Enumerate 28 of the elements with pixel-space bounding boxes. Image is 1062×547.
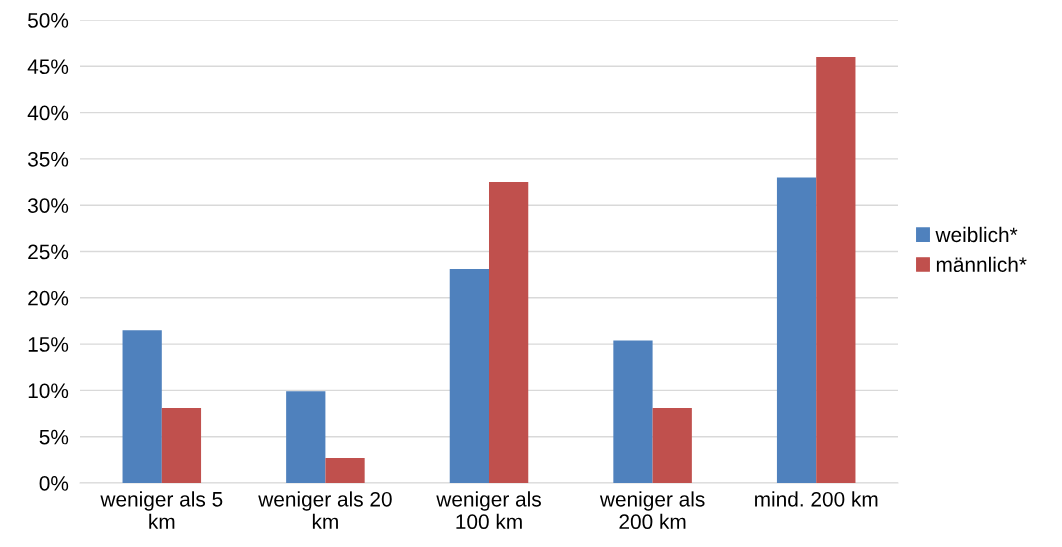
bar: [286, 391, 326, 483]
x-tick-label: weniger als 20 km: [258, 491, 392, 529]
bar: [161, 407, 202, 483]
y-tick-label: 45%: [27, 59, 69, 75]
y-tick-label: 10%: [28, 383, 69, 399]
y-tick-label: 35%: [27, 151, 69, 167]
y-tick-label: 5%: [39, 429, 69, 445]
bar: [449, 269, 489, 483]
x-tick-label: weniger als 200 km: [599, 491, 705, 530]
y-tick-label: 25%: [28, 244, 69, 260]
x-tick-label: weniger als 5 km: [100, 491, 223, 529]
legend-label: männlich*: [936, 256, 1027, 273]
y-tick-label: 20%: [28, 290, 69, 306]
bar: [325, 458, 365, 483]
y-tick-label: 50%: [28, 13, 69, 28]
legend-label: weiblich*: [935, 226, 1018, 243]
y-tick-label: 40%: [27, 105, 69, 121]
bar: [816, 57, 856, 483]
bar: [122, 330, 162, 483]
bar: [776, 177, 817, 483]
bar: [489, 182, 529, 483]
bar: [652, 407, 692, 483]
y-tick-label: 30%: [27, 198, 69, 213]
y-tick-label: 0%: [39, 476, 69, 491]
bar: [613, 340, 653, 483]
x-tick-label: mind. 200 km: [755, 491, 878, 507]
x-tick-label: weniger als 100 km: [436, 491, 541, 530]
y-tick-label: 15%: [28, 337, 69, 352]
